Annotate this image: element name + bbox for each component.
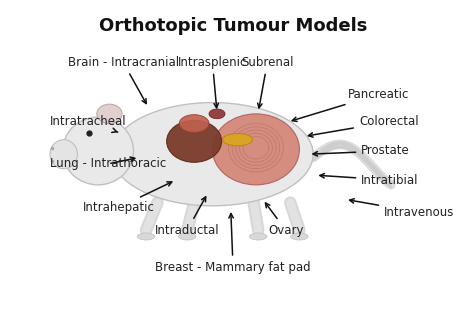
Ellipse shape — [97, 104, 122, 123]
Ellipse shape — [137, 233, 155, 240]
Ellipse shape — [179, 233, 196, 240]
Ellipse shape — [223, 133, 253, 146]
Ellipse shape — [167, 120, 221, 162]
Text: Intravenous: Intravenous — [350, 199, 455, 219]
Ellipse shape — [112, 103, 313, 206]
Ellipse shape — [63, 117, 134, 185]
Text: Pancreatic: Pancreatic — [292, 88, 409, 121]
Text: Ovary: Ovary — [265, 203, 303, 237]
Text: Brain - Intracranial: Brain - Intracranial — [68, 56, 179, 104]
Text: Intratibial: Intratibial — [320, 173, 419, 187]
Text: Orthotopic Tumour Models: Orthotopic Tumour Models — [99, 17, 367, 35]
Text: Intraductal: Intraductal — [155, 197, 219, 237]
Ellipse shape — [249, 233, 267, 240]
Text: Breast - Mammary fat pad: Breast - Mammary fat pad — [155, 213, 311, 274]
Text: Lung - Intrathoracic: Lung - Intrathoracic — [50, 157, 166, 170]
Text: Intrahepatic: Intrahepatic — [82, 182, 172, 214]
Text: Prostate: Prostate — [313, 144, 410, 158]
Text: Colorectal: Colorectal — [309, 116, 419, 137]
Ellipse shape — [212, 114, 300, 185]
Text: Intratracheal: Intratracheal — [50, 116, 127, 132]
Ellipse shape — [209, 109, 225, 119]
Ellipse shape — [50, 140, 77, 169]
Text: Subrenal: Subrenal — [241, 56, 293, 108]
Ellipse shape — [291, 233, 308, 240]
Ellipse shape — [179, 115, 209, 132]
Text: Intrasplenic: Intrasplenic — [178, 56, 247, 108]
